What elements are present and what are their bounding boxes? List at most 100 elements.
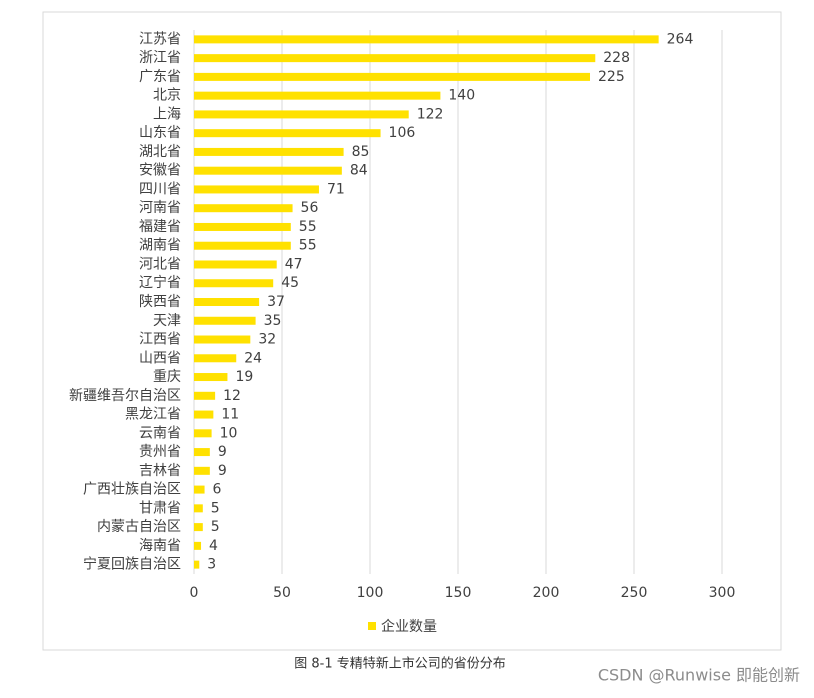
data-label: 10: [220, 425, 238, 441]
y-tick-label: 浙江省: [139, 50, 181, 66]
y-tick-label: 贵州省: [139, 444, 181, 460]
y-tick-label: 广东省: [139, 69, 181, 85]
data-label: 12: [223, 388, 241, 404]
legend-label: 企业数量: [381, 618, 437, 635]
y-tick-label: 上海: [153, 106, 181, 122]
data-label: 106: [389, 125, 416, 141]
data-label: 47: [285, 256, 303, 272]
y-tick-label: 内蒙古自治区: [97, 519, 181, 535]
x-tick-label: 0: [190, 585, 199, 601]
bar: [194, 110, 409, 119]
y-tick-label: 陕西省: [139, 294, 181, 310]
data-label: 35: [264, 313, 282, 329]
y-tick-label: 四川省: [139, 181, 181, 197]
bar: [194, 335, 251, 344]
bar: [194, 54, 596, 63]
bar: [194, 91, 441, 100]
data-label: 225: [598, 69, 625, 85]
y-tick-label: 安徽省: [139, 163, 181, 179]
data-label: 45: [281, 275, 299, 291]
bar: [194, 373, 228, 382]
x-tick-label: 300: [709, 585, 736, 601]
y-tick-label: 宁夏回族自治区: [83, 556, 181, 573]
bar: [194, 485, 205, 494]
bar: [194, 298, 260, 306]
bar: [194, 504, 203, 513]
bar: [194, 279, 274, 288]
y-tick-label: 辽宁省: [139, 274, 181, 291]
y-tick-label: 海南省: [139, 538, 181, 554]
bar: [194, 241, 291, 250]
watermark: CSDN @Runwise 即能创新: [598, 666, 800, 685]
bar: [194, 316, 256, 325]
bar: [194, 204, 293, 213]
bar: [194, 129, 381, 138]
x-tick-label: 50: [273, 585, 291, 601]
data-label: 55: [299, 238, 317, 254]
bar: [194, 429, 212, 438]
data-label: 32: [258, 332, 276, 348]
y-tick-label: 河南省: [139, 200, 181, 216]
data-label: 85: [352, 144, 370, 160]
y-tick-label: 江苏省: [139, 31, 181, 47]
bar: [194, 410, 214, 419]
data-label: 37: [267, 294, 285, 310]
data-label: 9: [218, 463, 227, 479]
data-label: 5: [211, 500, 220, 516]
y-tick-label: 河北省: [139, 256, 181, 272]
bar: [194, 185, 319, 194]
y-tick-label: 吉林省: [139, 463, 181, 479]
y-tick-label: 甘肃省: [139, 500, 181, 516]
bar: [194, 260, 277, 269]
y-tick-label: 北京: [153, 88, 181, 104]
y-tick-label: 黑龙江省: [125, 407, 181, 423]
data-label: 56: [301, 200, 319, 216]
data-label: 122: [417, 106, 444, 122]
y-tick-label: 湖北省: [139, 144, 181, 160]
y-tick-label: 山东省: [139, 125, 181, 141]
data-label: 140: [448, 88, 475, 104]
bar: [194, 560, 200, 569]
data-label: 5: [211, 519, 220, 535]
data-label: 3: [207, 557, 216, 573]
y-tick-label: 天津: [153, 313, 181, 329]
y-tick-label: 新疆维吾尔自治区: [69, 388, 181, 404]
chart-border: [42, 11, 782, 651]
y-tick-label: 云南省: [139, 425, 181, 441]
data-label: 71: [327, 181, 345, 197]
data-label: 6: [213, 482, 222, 498]
bar: [194, 448, 210, 457]
bar: [194, 523, 203, 532]
bar: [194, 166, 342, 175]
x-tick-label: 250: [621, 585, 648, 601]
legend-swatch: [368, 622, 376, 630]
caption: 图 8-1 专精特新上市公司的省份分布: [294, 656, 506, 672]
data-label: 9: [218, 444, 227, 460]
data-label: 55: [299, 219, 317, 235]
data-label: 84: [350, 163, 368, 179]
y-tick-label: 福建省: [139, 219, 181, 235]
data-label: 19: [235, 369, 253, 385]
bar: [194, 541, 202, 550]
bar: [194, 35, 659, 44]
data-label: 11: [221, 407, 239, 423]
bar: [194, 391, 216, 400]
bar: [194, 466, 210, 475]
bar: [194, 222, 291, 231]
data-label: 228: [603, 50, 630, 66]
y-tick-label: 江西省: [139, 332, 181, 348]
data-label: 4: [209, 538, 218, 554]
y-tick-label: 重庆: [153, 369, 181, 385]
bar: [194, 354, 237, 363]
bar: [194, 147, 344, 156]
x-tick-label: 150: [445, 585, 472, 601]
y-tick-label: 山西省: [139, 350, 181, 366]
y-tick-label: 湖南省: [139, 238, 181, 254]
x-tick-label: 100: [357, 585, 384, 601]
data-label: 264: [667, 31, 694, 47]
x-tick-label: 200: [533, 585, 560, 601]
y-tick-label: 广西壮族自治区: [83, 482, 181, 498]
bar: [194, 72, 590, 81]
